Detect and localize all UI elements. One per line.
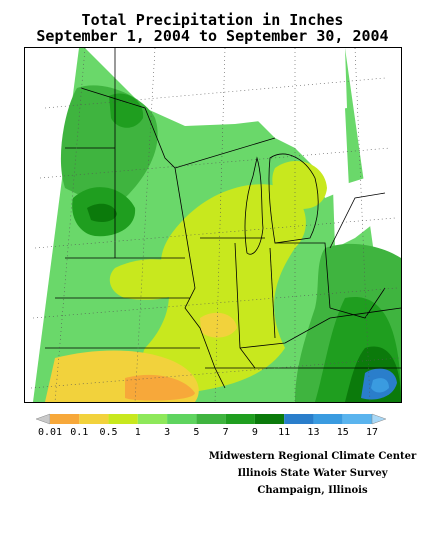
graticule-line (54, 48, 86, 402)
boundary-line (269, 247, 276, 339)
precip-band-13to15-southeast (371, 378, 389, 393)
graticule-line (34, 217, 396, 249)
boundary-line (275, 242, 331, 309)
legend-swatch (342, 414, 372, 424)
precip-band-0_1to0_5-illinois (200, 312, 237, 338)
legend-tick-label: 15 (336, 427, 349, 438)
credit-line-1: Midwestern Regional Climate Center (208, 451, 417, 462)
legend-swatch (196, 414, 226, 424)
outside-data-lake-erie (333, 178, 373, 248)
legend-tick-label: 17 (365, 427, 379, 438)
boundary-line (184, 227, 226, 389)
legend-swatch (167, 414, 197, 424)
legend-tick-label: 0.1 (70, 427, 89, 438)
legend-tick-label: 3 (164, 427, 171, 438)
precipitation-map (24, 47, 402, 403)
precip-band-0_5to1-michigan (272, 160, 327, 209)
legend-tick-label: 5 (193, 427, 200, 438)
legend-tick-label: 9 (251, 427, 258, 438)
legend-swatch (137, 414, 168, 424)
outside-data-lake-huron (255, 108, 349, 198)
precip-band-0_5to1-iowa (109, 259, 195, 300)
boundary-line (239, 307, 401, 349)
legend-swatch (254, 414, 285, 424)
legend-swatch (313, 414, 343, 424)
precipitation-legend: 0.01 0.1 0.5 1 3 5 7 9 11 13 15 17 (35, 412, 387, 442)
boundary-line (80, 87, 186, 229)
graticule (30, 48, 400, 402)
map-title: Total Precipitation in Inches (81, 11, 344, 29)
credit-line-2: Illinois State Water Survey (237, 468, 388, 479)
legend-swatch (50, 414, 80, 424)
graticule-line (44, 77, 386, 109)
legend-swatch (284, 414, 314, 424)
precip-band-9to11-minnesota (87, 203, 117, 222)
lake-michigan-outline (244, 156, 264, 255)
boundary-line (329, 192, 386, 249)
graticule-line (39, 147, 391, 179)
precip-band-0_01to0_1-missouri (125, 374, 195, 401)
legend-color-bar (35, 413, 387, 425)
outside-data-north (85, 48, 347, 126)
state-boundaries (45, 48, 401, 389)
michigan-outline (268, 153, 319, 244)
legend-tick-label: 0.01 (37, 427, 63, 438)
credit-line-3: Champaign, Illinois (257, 485, 368, 496)
precip-band-0_5to1-central (142, 184, 306, 393)
legend-tick-label: 7 (222, 427, 229, 438)
graticule-line (30, 357, 400, 389)
legend-tick-label: 0.5 (99, 427, 118, 438)
boundary-line (329, 287, 386, 319)
legend-tick-label: 11 (278, 427, 291, 438)
map-date-range: September 1, 2004 to September 30, 2004 (36, 27, 389, 45)
legend-swatch (108, 414, 138, 424)
legend-tick-label: 13 (307, 427, 320, 438)
legend-swatch-below-min (35, 413, 51, 425)
legend-swatch (79, 414, 109, 424)
boundary-line (174, 137, 276, 169)
precip-band-7to9-north (109, 93, 144, 128)
graticule-line (32, 287, 398, 319)
legend-swatch (225, 414, 255, 424)
legend-tick-label: 1 (134, 427, 141, 438)
legend-swatch-above-max (371, 413, 387, 425)
